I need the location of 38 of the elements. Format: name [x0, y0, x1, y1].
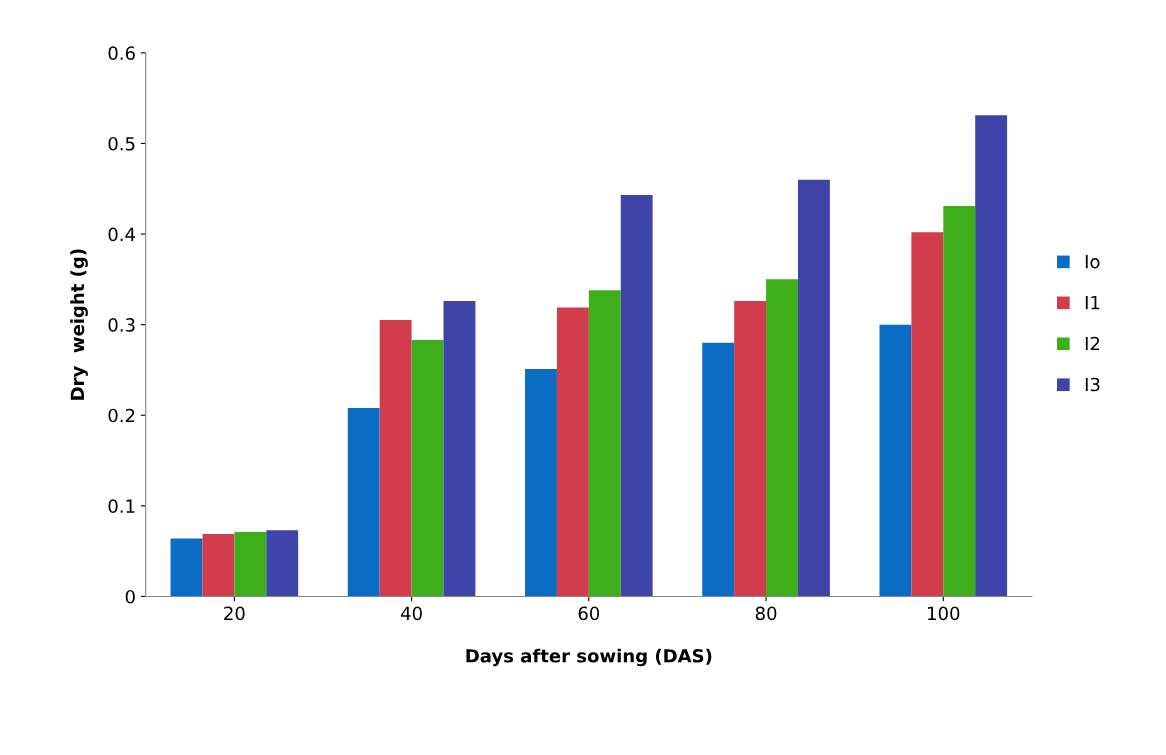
- y-tick-label: 0.1: [108, 499, 135, 513]
- x-tick-label: 100: [928, 606, 960, 621]
- bar: [766, 279, 798, 597]
- bar: [879, 324, 912, 597]
- bar: [234, 532, 267, 597]
- y-axis-title: Dry weight (g): [70, 249, 88, 400]
- y-tick-label: 0.2: [108, 408, 135, 423]
- bar: [266, 530, 299, 597]
- x-tick-label: 80: [755, 606, 777, 621]
- y-tick-label: 0: [125, 589, 135, 604]
- y-tick-label: 0.4: [108, 227, 136, 242]
- legend-label: Io: [1085, 255, 1100, 269]
- y-tick-label: 0.5: [108, 136, 135, 151]
- legend-label: I1: [1085, 296, 1100, 310]
- y-tick-label: 0.3: [108, 318, 135, 332]
- bar: [975, 115, 1008, 597]
- bar: [556, 307, 589, 597]
- bar: [443, 301, 476, 597]
- legend-label: I3: [1085, 377, 1100, 392]
- bar: [797, 179, 830, 597]
- x-axis-title: Days after sowing (DAS): [466, 648, 712, 667]
- bar: [525, 369, 557, 597]
- x-tick-label: 60: [578, 606, 600, 621]
- x-tick-label: 40: [400, 606, 422, 621]
- x-tick-label: 20: [224, 606, 245, 621]
- bar: [411, 340, 444, 597]
- bar: [943, 205, 976, 597]
- bar: [734, 301, 767, 597]
- bar: [620, 195, 653, 597]
- bar: [379, 320, 412, 597]
- bar: [702, 342, 735, 597]
- bar: [170, 538, 203, 597]
- y-tick-label: 0.6: [108, 46, 135, 60]
- legend-label: I2: [1085, 336, 1100, 351]
- bar: [202, 533, 235, 597]
- bar: [347, 408, 380, 597]
- bar: [588, 290, 621, 597]
- bar: [911, 232, 944, 597]
